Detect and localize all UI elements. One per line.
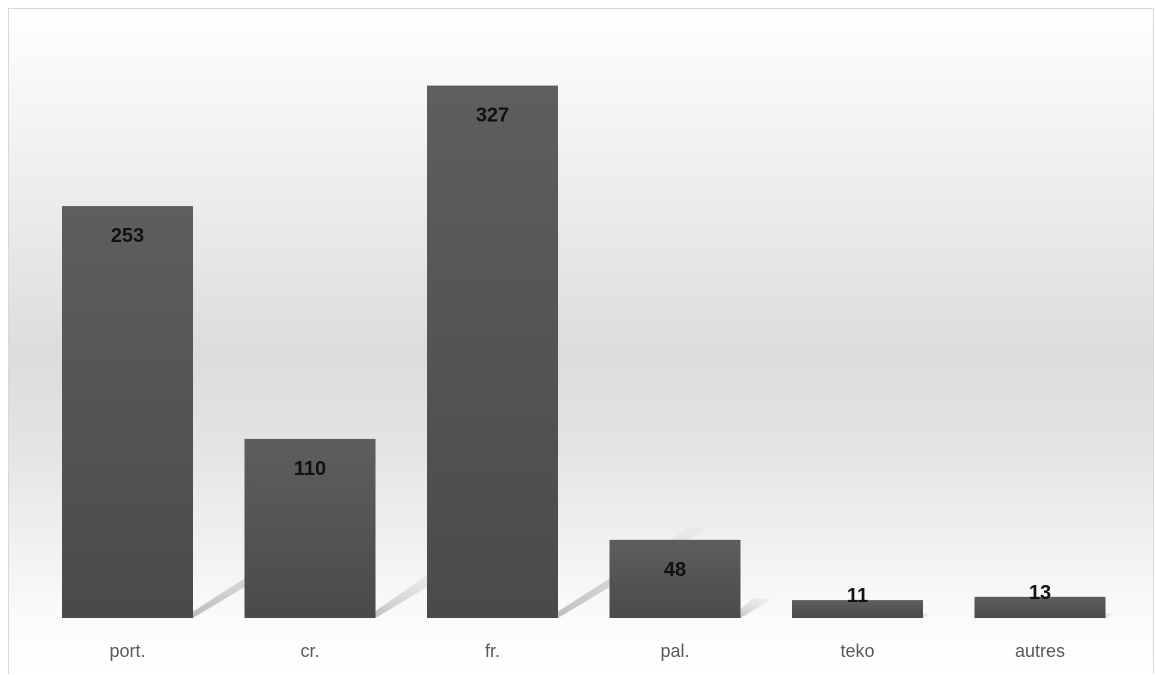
data-label: 110 xyxy=(294,458,326,480)
bar-shadow xyxy=(730,598,773,618)
bar-fr xyxy=(427,85,558,618)
data-label: 48 xyxy=(664,559,686,581)
category-label: port. xyxy=(109,641,145,661)
bar-pal xyxy=(609,539,741,618)
bar-cr xyxy=(244,438,376,618)
data-label: 327 xyxy=(476,105,509,127)
data-label: 11 xyxy=(847,585,868,607)
category-label: teko xyxy=(840,641,874,661)
category-label: cr. xyxy=(300,641,319,661)
category-label: autres xyxy=(1015,641,1065,661)
data-label: 253 xyxy=(111,225,144,247)
category-label: pal. xyxy=(660,641,689,661)
category-label: fr. xyxy=(485,641,500,661)
bar-port xyxy=(62,206,193,618)
data-label: 13 xyxy=(1029,582,1051,604)
chart-area xyxy=(8,8,1154,674)
bar-autres xyxy=(974,596,1106,618)
bar-teko xyxy=(792,600,923,618)
